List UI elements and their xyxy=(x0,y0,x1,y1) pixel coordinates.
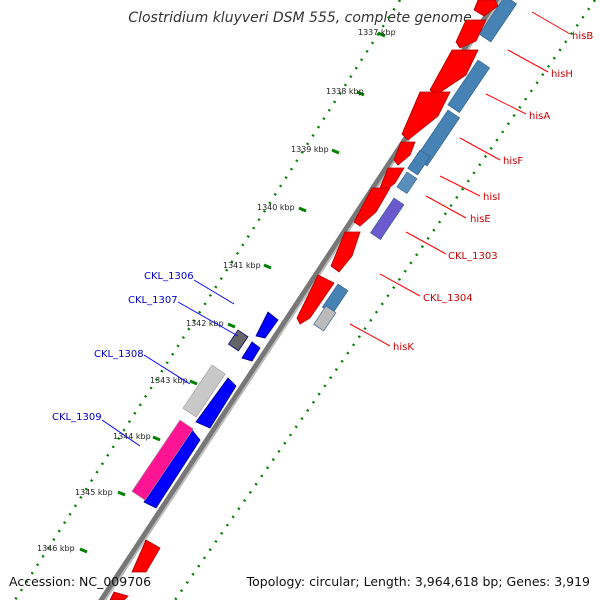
blast-hit xyxy=(447,59,491,114)
tick-mark xyxy=(189,379,198,386)
tick-label: 1339 kbp xyxy=(291,145,329,154)
forward-strand-genes xyxy=(109,0,499,600)
leader-CKL_1304 xyxy=(379,273,421,297)
gene-downstream-2[interactable] xyxy=(109,591,129,600)
blast-hit xyxy=(313,305,337,332)
gene-hisK[interactable] xyxy=(296,274,335,325)
tick-mark xyxy=(79,547,88,554)
tick-mark xyxy=(152,435,161,442)
leader-hisI xyxy=(439,175,481,197)
leader-CKL_1306 xyxy=(193,279,235,305)
leader-hisH xyxy=(507,49,549,73)
tick-label: 1340 kbp xyxy=(257,203,295,212)
leader-CKL_1308 xyxy=(143,354,191,385)
leader-hisF xyxy=(459,137,501,161)
gene-label-CKL_1306: CKL_1306 xyxy=(144,271,194,282)
major-ticks xyxy=(79,31,386,554)
gene-label-hisF: hisF xyxy=(503,156,523,167)
gene-label-hisH: hisH xyxy=(551,69,573,80)
gene-label-hisE: hisE xyxy=(470,214,491,225)
tick-label: 1341 kbp xyxy=(223,261,261,270)
accession-text: Accession: NC_009706 xyxy=(9,574,152,589)
reverse-strand-shaded xyxy=(131,364,226,501)
tick-mark xyxy=(356,90,365,97)
gene-label-hisA: hisA xyxy=(529,111,550,122)
tick-mark xyxy=(331,148,340,155)
gene-label-hisI: hisI xyxy=(483,192,500,203)
tick-mark xyxy=(377,31,386,38)
gene-CKL_1308[interactable] xyxy=(195,377,237,429)
tick-label: 1344 kbp xyxy=(113,432,151,441)
leader-hisB xyxy=(531,11,571,35)
tick-label: 1338 kbp xyxy=(326,87,364,96)
tick-label: 1342 kbp xyxy=(186,319,224,328)
gene-hisF[interactable] xyxy=(401,91,451,141)
shaded-gene xyxy=(131,419,194,501)
gene-label-CKL_1307: CKL_1307 xyxy=(128,295,178,306)
gene-hisI[interactable] xyxy=(393,141,416,166)
tick-label: 1337 kbp xyxy=(358,28,396,37)
gene-label-CKL_1303: CKL_1303 xyxy=(448,251,498,262)
tick-label: 1343 kbp xyxy=(150,376,188,385)
gene-label-CKL_1308: CKL_1308 xyxy=(94,349,144,360)
gene-label-CKL_1309: CKL_1309 xyxy=(52,412,102,423)
blast-hit xyxy=(370,197,405,240)
blast-hit xyxy=(396,171,418,195)
gene-CKL_1306[interactable] xyxy=(255,311,279,339)
tick-mark xyxy=(227,322,236,329)
blast-hits xyxy=(313,0,518,332)
gene-label-hisB: hisB xyxy=(572,31,593,42)
gene-CKL_1307[interactable] xyxy=(241,341,261,362)
shaded-gene xyxy=(182,364,226,418)
label-leaders xyxy=(101,11,571,447)
tick-label: 1345 kbp xyxy=(75,488,113,497)
gene-CKL_1304[interactable] xyxy=(330,231,361,273)
gene-CKL_1303[interactable] xyxy=(353,187,391,227)
tick-mark xyxy=(117,490,126,497)
gene-label-hisK: hisK xyxy=(393,342,414,353)
gene-hisE[interactable] xyxy=(379,167,405,193)
blast-hit xyxy=(407,149,431,176)
leader-CKL_1303 xyxy=(405,231,447,255)
gene-hisH[interactable] xyxy=(455,19,487,49)
reverse-strand-genes xyxy=(143,311,279,509)
tick-label: 1346 kbp xyxy=(37,544,75,553)
gene-downstream-1[interactable] xyxy=(131,539,161,573)
leader-CKL_1309 xyxy=(101,419,141,447)
blast-hit xyxy=(478,0,518,43)
leader-CKL_1307 xyxy=(177,301,239,337)
gene-small-gray[interactable] xyxy=(227,329,249,352)
leader-hisE xyxy=(425,195,467,219)
gene-hisA[interactable] xyxy=(429,49,479,96)
leader-hisK xyxy=(349,323,391,347)
tick-mark xyxy=(263,263,272,270)
gene-label-CKL_1304: CKL_1304 xyxy=(423,293,473,304)
map-title: Clostridium kluyveri DSM 555, complete g… xyxy=(128,10,472,26)
gene-hisB[interactable] xyxy=(473,0,499,17)
tick-mark xyxy=(298,206,307,213)
tick-track-inner xyxy=(173,0,597,600)
leader-hisA xyxy=(485,93,527,115)
genome-summary-text: Topology: circular; Length: 3,964,618 bp… xyxy=(246,574,590,589)
